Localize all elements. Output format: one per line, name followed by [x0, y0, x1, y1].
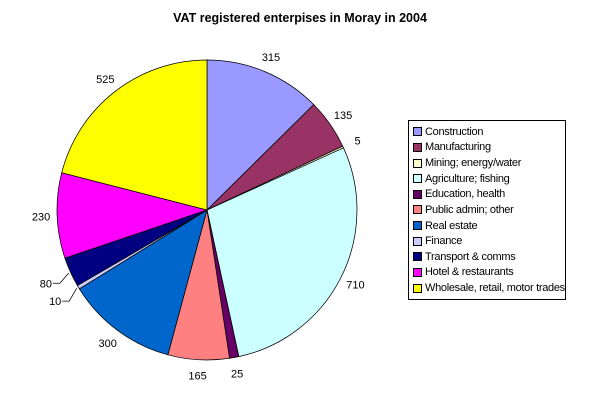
legend-swatch — [413, 127, 422, 137]
pie-value-label: 315 — [262, 52, 280, 64]
pie-value-label: 230 — [32, 211, 50, 223]
label-leader-line — [62, 288, 78, 302]
pie-value-label: 80 — [40, 278, 52, 290]
legend-label: Manufacturing — [425, 141, 491, 154]
legend-item-wholesale-retail-motor-trades: Wholesale, retail, motor trades — [413, 282, 565, 295]
legend-label: Real estate — [425, 219, 478, 232]
legend-item-real-estate: Real estate — [413, 220, 564, 232]
legend-item-construction: Construction — [413, 126, 564, 138]
label-leader-line — [52, 272, 69, 284]
legend-swatch — [413, 221, 422, 231]
pie-value-label: 5 — [355, 135, 361, 147]
legend-item-transport-comms: Transport & comms — [413, 251, 564, 263]
legend-label: Wholesale, retail, motor trades — [425, 282, 565, 295]
legend-box: Construction Manufacturing Mining; energy/… — [408, 120, 566, 300]
legend-swatch — [413, 174, 422, 184]
legend-swatch — [413, 267, 422, 277]
legend-label: Mining; energy/water — [425, 157, 522, 170]
chart-title: VAT registered enterpises in Moray in 20… — [173, 11, 427, 25]
legend-label: Public admin; other — [425, 203, 514, 216]
legend-label: Agriculture; fishing — [425, 172, 510, 185]
legend-item-finance: Finance — [413, 235, 564, 247]
pie-value-label: 25 — [231, 368, 243, 380]
pie-slice-agriculture-fishing — [206, 147, 358, 358]
pie-value-label: 135 — [334, 110, 352, 122]
pie-value-label: 165 — [188, 371, 206, 383]
legend-item-public-admin-other: Public admin; other — [413, 204, 564, 216]
legend-item-hotel-restaurants: Hotel & restaurants — [413, 266, 564, 278]
pie-value-label: 710 — [346, 279, 364, 291]
pie-value-label: 525 — [96, 74, 114, 86]
pie-slice-construction — [206, 59, 315, 211]
pie-slice-real-estate — [78, 209, 208, 356]
legend-item-manufacturing: Manufacturing — [413, 141, 564, 153]
legend-item-education-health: Education, health — [413, 188, 564, 200]
pie-value-label: 300 — [99, 338, 117, 350]
legend-swatch — [413, 283, 422, 293]
legend-label: Education, health — [425, 188, 505, 201]
legend-swatch — [413, 236, 422, 246]
pie-value-label: 10 — [49, 296, 61, 308]
legend-label: Finance — [425, 235, 463, 248]
legend-swatch — [413, 158, 422, 168]
legend-swatch — [413, 205, 422, 215]
legend-swatch — [413, 252, 422, 262]
pie-slice-wholesale-retail-motor-trades — [61, 59, 208, 211]
pie-slice-hotel-restaurants — [56, 172, 209, 259]
legend-label: Hotel & restaurants — [425, 266, 514, 279]
legend-swatch — [413, 142, 422, 152]
legend-label: Transport & comms — [425, 250, 516, 263]
legend-swatch — [413, 189, 422, 199]
legend-label: Construction — [425, 125, 484, 138]
legend-item-agriculture-fishing: Agriculture; fishing — [413, 173, 564, 185]
legend-item-mining-energy-water: Mining; energy/water — [413, 157, 564, 169]
